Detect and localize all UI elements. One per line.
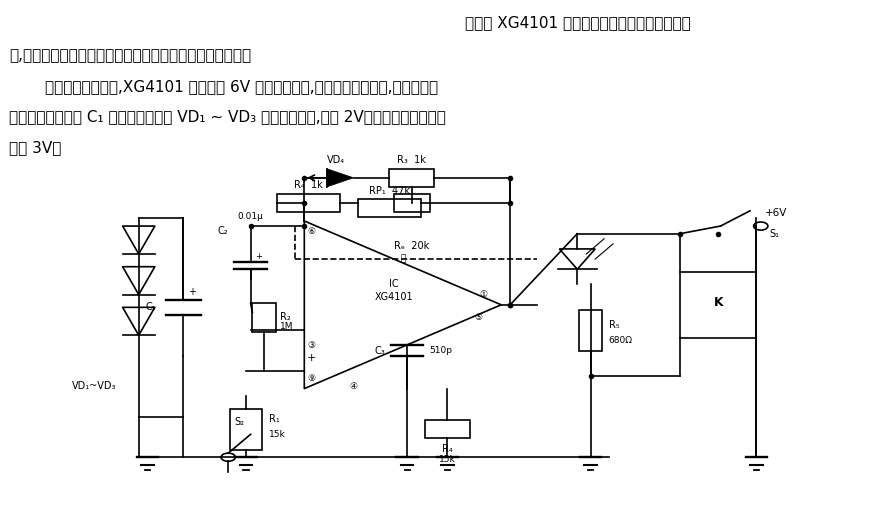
Text: C₁: C₁ [146, 302, 156, 312]
Text: ④: ④ [349, 382, 358, 391]
Text: RP₁  47k: RP₁ 47k [368, 185, 409, 196]
Text: C₂: C₂ [217, 226, 228, 236]
Text: ⑨: ⑨ [307, 374, 316, 383]
Text: ③: ③ [307, 341, 316, 350]
Text: 680Ω: 680Ω [608, 336, 632, 345]
Text: R₁: R₁ [268, 414, 279, 424]
Text: R₄  1k: R₄ 1k [294, 180, 323, 190]
Text: 它采用 XG4101 功放集成电路组成单稳态触发电: 它采用 XG4101 功放集成电路组成单稳态触发电 [465, 15, 690, 30]
Text: 约为 3V。: 约为 3V。 [9, 140, 62, 155]
Text: XG4101: XG4101 [374, 292, 413, 302]
Text: Rₑ  20k: Rₑ 20k [393, 241, 429, 251]
Text: 1M: 1M [280, 322, 293, 331]
Text: ⑭: ⑭ [400, 255, 405, 264]
Text: ①: ① [478, 290, 487, 299]
Text: ⑥: ⑥ [307, 227, 316, 236]
Bar [425, 420, 469, 438]
Polygon shape [326, 169, 353, 187]
Bar [252, 303, 275, 332]
Bar [277, 194, 340, 212]
Text: 15k: 15k [439, 455, 455, 464]
Text: IC: IC [389, 279, 398, 290]
Text: R₃  1k: R₃ 1k [397, 155, 426, 165]
Bar [393, 194, 429, 212]
Text: 路,实现定时功能。它具有定时精度高、驱动能力强的特点。: 路,实现定时功能。它具有定时精度高、驱动能力强的特点。 [9, 48, 251, 64]
Text: +: + [188, 287, 196, 297]
Bar [230, 409, 262, 450]
Text: R₂: R₂ [280, 312, 291, 323]
Text: 电路处于稳态期间,XG4101 输出为约 6V 左右的高电平,继电器不会被吸合,发光二极管: 电路处于稳态期间,XG4101 输出为约 6V 左右的高电平,继电器不会被吸合,… [45, 79, 437, 94]
Text: 15k: 15k [268, 430, 285, 439]
Text: 510p: 510p [429, 346, 452, 355]
Text: +: + [307, 353, 316, 363]
Polygon shape [559, 249, 595, 269]
Text: 0.01μ: 0.01μ [238, 212, 263, 221]
Text: +6V: +6V [764, 208, 787, 218]
Text: R₄: R₄ [442, 444, 452, 455]
Text: VD₄: VD₄ [326, 155, 344, 165]
Text: +: + [255, 252, 262, 261]
Bar [358, 199, 420, 217]
Text: S₁: S₁ [769, 229, 779, 239]
Bar [578, 310, 602, 351]
Text: 也不亮。此时电容 C₁ 的电压被充电到 VD₁ ~ VD₃ 的正向压降值,约为 2V。同相输入端的电压: 也不亮。此时电容 C₁ 的电压被充电到 VD₁ ~ VD₃ 的正向压降值,约为 … [9, 109, 445, 124]
Text: C₃: C₃ [374, 345, 384, 356]
Text: S₂: S₂ [233, 417, 244, 427]
Text: VD₁~VD₃: VD₁~VD₃ [72, 381, 116, 391]
Text: R₅: R₅ [608, 320, 619, 330]
Bar [389, 169, 434, 187]
Text: ⑤: ⑤ [474, 313, 483, 322]
Bar [679, 272, 755, 338]
Text: K: K [713, 296, 722, 309]
